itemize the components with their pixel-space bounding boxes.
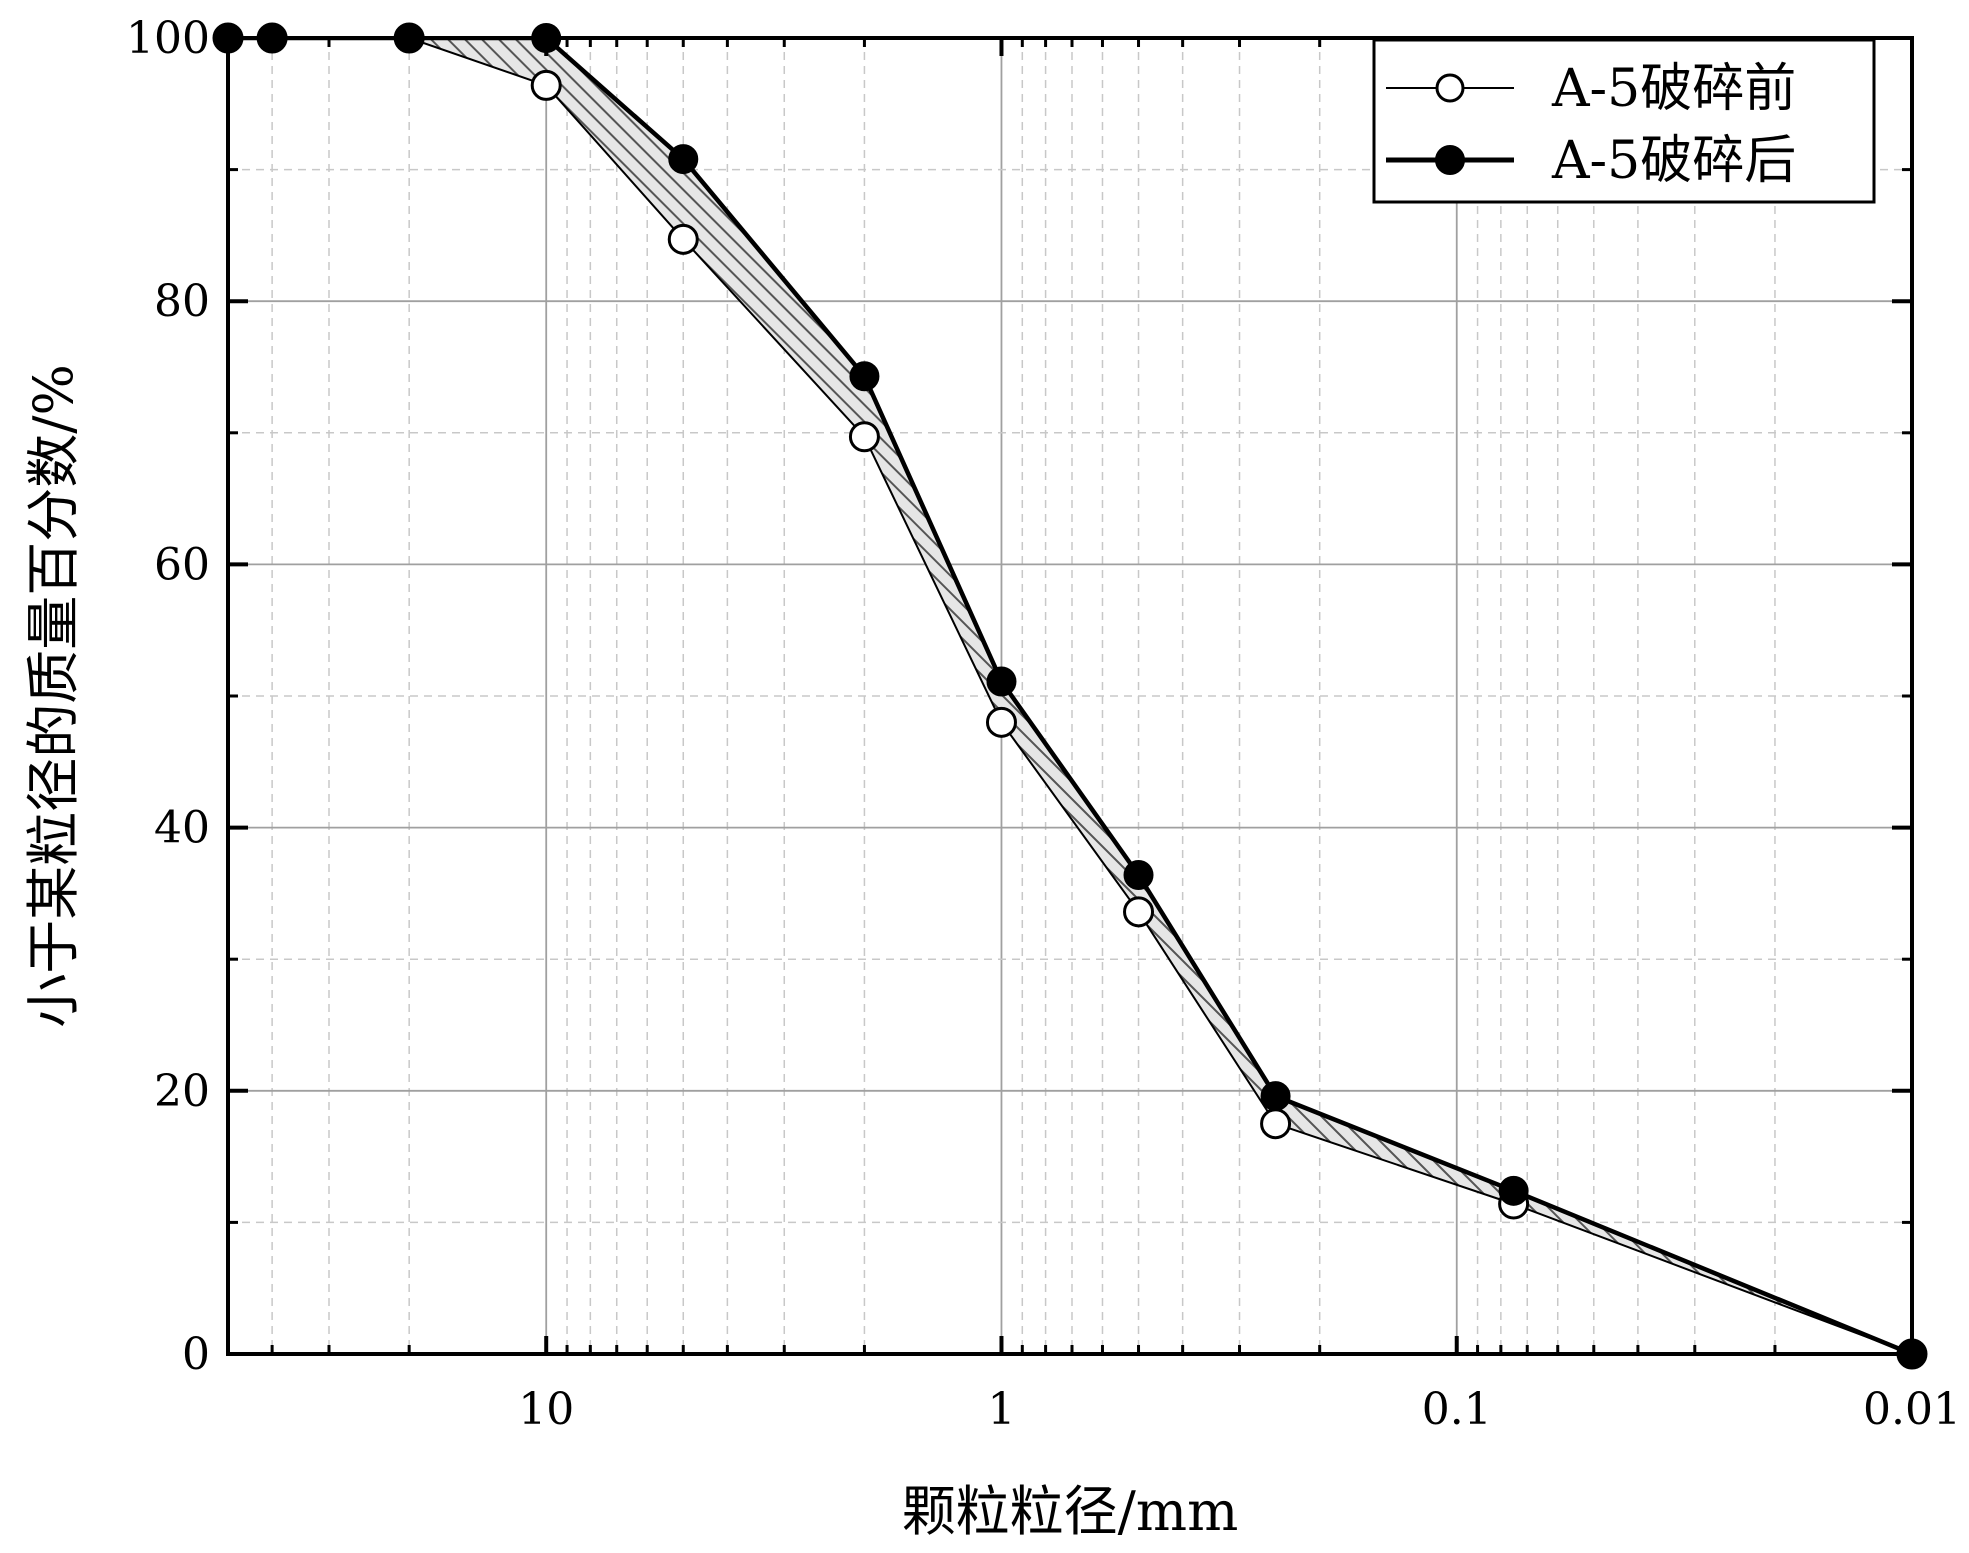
x-tick-label: 10 [518,1384,574,1435]
data-point-before [1260,1108,1292,1140]
x-tick-label: 1 [987,1384,1015,1435]
data-point-after [668,144,699,175]
tick-labels: 10 1 0.1 0.01 0 20 40 60 80 100 [126,13,1961,1435]
x-tick-label: 0.01 [1863,1384,1961,1435]
data-point-before [848,421,880,453]
data-point-before [985,706,1017,738]
y-tick-label: 20 [154,1066,210,1117]
data-point-before [667,223,699,255]
y-tick-label: 100 [126,13,210,64]
x-tick-label: 0.1 [1422,1384,1492,1435]
legend-label-before: A-5破碎前 [1551,59,1796,119]
data-point-after [1260,1081,1291,1112]
data-point-before [1123,896,1155,928]
legend: A-5破碎前 A-5破碎后 [1372,38,1876,204]
y-tick-label: 0 [182,1329,210,1380]
legend-marker-before [1435,73,1465,103]
y-tick-label: 80 [154,276,210,327]
y-tick-label: 60 [154,539,210,590]
legend-box [1372,38,1876,204]
data-point-before [530,69,562,101]
legend-marker-after [1435,145,1465,175]
data-point-after [1123,859,1154,890]
data-point-after [1498,1175,1529,1206]
data-point-after [849,361,880,392]
y-tick-label: 40 [154,803,210,854]
grid [227,38,1913,1354]
data-point-after [986,666,1017,697]
y-axis-title: 小于某粒径的质量百分数/% [22,364,85,1028]
legend-label-after: A-5破碎后 [1551,131,1796,191]
x-axis-title: 颗粒粒径/mm [902,1480,1239,1543]
